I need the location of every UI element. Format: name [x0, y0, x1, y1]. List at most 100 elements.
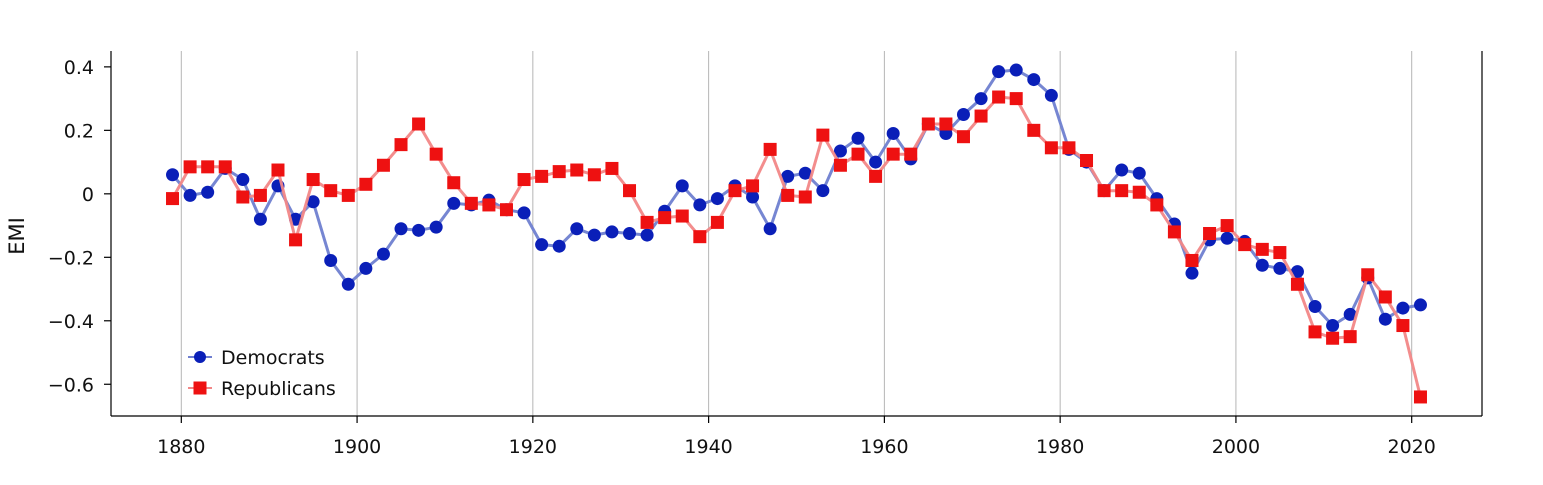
point-republicans-1937	[675, 209, 689, 223]
point-democrats-1895	[306, 195, 320, 209]
point-republicans-1961	[886, 147, 900, 161]
point-republicans-1917	[499, 203, 513, 217]
point-democrats-1955	[833, 144, 847, 158]
point-republicans-1997	[1203, 227, 1217, 240]
point-republicans-1979	[1044, 141, 1058, 155]
x-tick-label-1920: 1920	[509, 436, 557, 458]
point-democrats-1931	[623, 227, 637, 240]
point-democrats-2011	[1326, 319, 1340, 333]
point-democrats-2005	[1273, 261, 1287, 275]
point-republicans-1957	[851, 147, 865, 161]
point-democrats-1975	[1009, 63, 1023, 77]
point-republicans-1885	[218, 160, 232, 174]
point-republicans-2021	[1413, 390, 1427, 404]
point-democrats-1941	[710, 192, 724, 206]
point-democrats-1881	[183, 188, 197, 202]
series-republicans-line	[171, 95, 1422, 398]
point-democrats-1879	[166, 168, 180, 182]
point-democrats-1949	[781, 169, 795, 183]
point-republicans-1923	[552, 165, 566, 179]
point-republicans-1969	[956, 130, 970, 144]
point-republicans-2001	[1238, 238, 1252, 252]
point-republicans-1981	[1062, 141, 1076, 155]
point-democrats-1951	[798, 166, 812, 180]
legend-republicans-label: Republicans	[221, 378, 336, 400]
point-republicans-1999	[1220, 219, 1234, 233]
y-tick-label-3: −0.2	[48, 247, 94, 269]
point-republicans-1955	[833, 158, 847, 172]
point-republicans-1927	[587, 168, 601, 182]
point-democrats-1939	[693, 198, 707, 212]
point-democrats-1927	[587, 228, 601, 242]
point-democrats-1897	[324, 253, 338, 267]
point-republicans-2011	[1326, 331, 1340, 345]
point-democrats-1945	[746, 190, 760, 204]
point-republicans-1921	[535, 169, 549, 183]
point-republicans-1963	[904, 147, 918, 161]
point-democrats-1937	[675, 179, 689, 193]
y-tick-label-0: 0.4	[64, 57, 94, 79]
point-democrats-1971	[974, 92, 988, 106]
series-layer	[166, 63, 1427, 404]
x-tick-label-1960: 1960	[860, 436, 908, 458]
point-republicans-1881	[183, 160, 197, 174]
point-republicans-1893	[289, 233, 303, 247]
point-republicans-1935	[658, 211, 672, 225]
point-democrats-2013	[1343, 307, 1357, 321]
point-republicans-1983	[1080, 154, 1094, 167]
point-republicans-1989	[1132, 185, 1146, 199]
x-tick-label-1940: 1940	[684, 436, 732, 458]
point-republicans-1991	[1150, 198, 1164, 212]
x-tick-label-1980: 1980	[1036, 436, 1084, 458]
point-democrats-1883	[201, 185, 215, 199]
point-democrats-1901	[359, 261, 373, 275]
point-democrats-1905	[394, 222, 408, 236]
point-democrats-1953	[816, 184, 830, 198]
point-democrats-1921	[535, 238, 549, 252]
point-republicans-1987	[1115, 184, 1129, 198]
legend-republicans-marker-icon	[193, 381, 207, 395]
point-republicans-1911	[447, 176, 461, 190]
point-republicans-1973	[992, 90, 1006, 104]
point-democrats-1929	[605, 225, 619, 239]
point-republicans-2009	[1308, 325, 1322, 339]
point-democrats-1947	[763, 222, 777, 236]
point-democrats-2009	[1308, 300, 1322, 313]
y-tick-label-5: −0.6	[48, 374, 94, 396]
y-tick-label-1: 0.2	[64, 120, 94, 142]
point-democrats-1923	[552, 239, 566, 253]
gridlines	[180, 51, 1413, 416]
point-republicans-1967	[939, 117, 953, 131]
y-tick-label-2: 0	[82, 184, 94, 206]
x-axis: 1880 1900 1920 1940 1960 1980 2000 2020	[157, 416, 1436, 458]
point-republicans-2017	[1378, 290, 1392, 304]
point-republicans-1985	[1097, 184, 1111, 198]
point-republicans-1891	[271, 163, 285, 177]
point-republicans-2005	[1273, 246, 1287, 260]
point-republicans-1947	[763, 142, 777, 156]
point-republicans-1941	[710, 215, 724, 229]
point-republicans-1929	[605, 161, 619, 175]
x-tick-label-1880: 1880	[157, 436, 205, 458]
point-republicans-2003	[1255, 242, 1269, 256]
point-democrats-1969	[956, 107, 970, 121]
point-republicans-1939	[693, 230, 707, 244]
point-democrats-1961	[886, 127, 900, 141]
point-democrats-1979	[1044, 88, 1058, 102]
plot-frame	[110, 51, 1483, 417]
point-republicans-1965	[921, 117, 935, 131]
point-republicans-1945	[746, 179, 760, 193]
point-democrats-2019	[1396, 301, 1410, 315]
point-democrats-2003	[1255, 258, 1269, 272]
point-democrats-1973	[992, 65, 1006, 79]
series-democrats-line	[171, 68, 1421, 327]
legend-democrats-label: Democrats	[221, 347, 325, 369]
point-republicans-1951	[798, 190, 812, 204]
point-republicans-1909	[429, 147, 443, 161]
point-democrats-1995	[1185, 266, 1199, 280]
legend-democrats-marker-icon	[194, 351, 206, 363]
point-democrats-1987	[1115, 163, 1129, 177]
x-tick-label-1900: 1900	[333, 436, 381, 458]
legend: Democrats Republicans	[188, 347, 336, 400]
